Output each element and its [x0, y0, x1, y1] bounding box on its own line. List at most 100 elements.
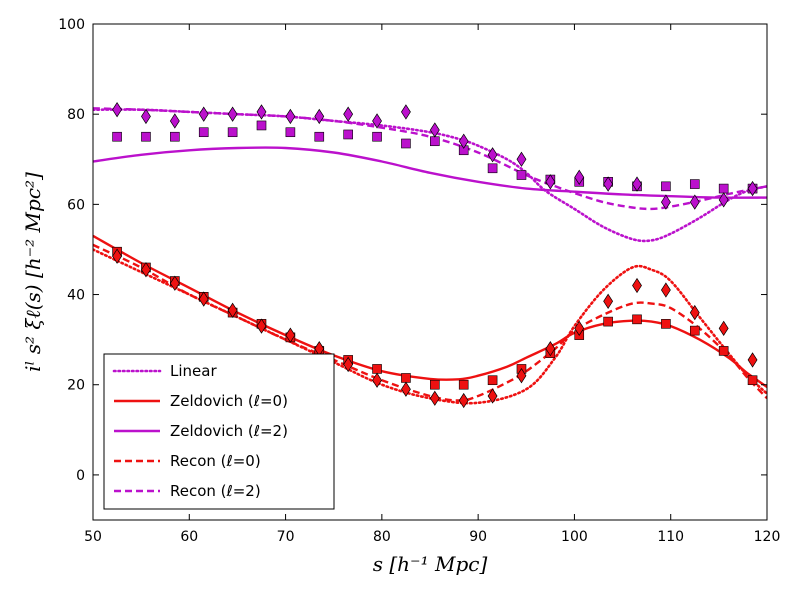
- recon-mocks-l0-point: [141, 262, 151, 278]
- legend: Linear Zeldovich (ℓ=0) Zeldovich (ℓ=2) Reco…: [103, 353, 335, 510]
- plot-frame: [92, 23, 768, 521]
- recon-mocks-l2-point: [458, 133, 469, 149]
- zeldovich-mocks-l2-point: [314, 131, 325, 142]
- recon-mocks-l2-point: [516, 151, 527, 167]
- zeldovich-mocks-l2-point: [689, 179, 700, 189]
- recon-mocks-l2-point: [256, 104, 267, 120]
- zeldovich-mocks-l0-point: [372, 364, 382, 374]
- recon-mocks-l0-point: [487, 388, 498, 404]
- zeldovich-mocks-l2-point: [141, 131, 151, 142]
- recon-mocks-l2-point: [401, 104, 411, 120]
- zeldovich-mocks-l0-point: [661, 319, 671, 329]
- recon-mocks-l2-point: [343, 106, 354, 122]
- recon-mocks-l0-point: [458, 392, 469, 409]
- zeldovich-mocks-l0-point: [458, 379, 469, 390]
- legend-label-zeldovich-l0: Zeldovich (ℓ=0): [170, 392, 288, 410]
- recon-mocks-l2-point: [689, 194, 700, 210]
- zeldovich-mocks-l2-point: [112, 131, 122, 142]
- recon-mocks-l2-point: [603, 176, 614, 192]
- recon-mocks-l2-point: [718, 192, 729, 208]
- recon-mocks-l0-point: [169, 275, 180, 291]
- x-tick-label: 120: [754, 529, 781, 545]
- recon-mocks-l2-point: [285, 108, 296, 125]
- recon-mocks-l0-point: [603, 293, 614, 309]
- recon-mocks-l0-point: [747, 352, 758, 368]
- recon-mocks-l2-point: [545, 174, 556, 190]
- recon-mocks-l0-point: [718, 320, 729, 337]
- x-tick-label: 70: [277, 529, 295, 545]
- recon-mocks-l2-point: [574, 169, 585, 185]
- zeldovich-mocks-l0-point: [747, 375, 758, 386]
- zeldovich-mocks-l2-point: [487, 163, 498, 174]
- recon-mocks-l2-point: [487, 147, 498, 163]
- zeldovich-mocks-l2-point: [430, 136, 440, 147]
- y-tick-label: 80: [67, 107, 85, 123]
- zeldovich-mocks-l2-point: [256, 120, 267, 131]
- legend-label-linear: Linear: [170, 362, 217, 380]
- zeldovich-mocks-l0-point: [689, 325, 700, 336]
- ticks-layer: 50 60 70 80 90 100 110 120 0 20 40 60 80 100: [58, 17, 780, 545]
- zeldovich-mocks-l2-point: [718, 183, 729, 194]
- x-axis-label: s [h⁻¹ Mpc]: [373, 552, 488, 576]
- recon-mocks-l2-point: [747, 180, 758, 197]
- recon-mocks-l0-point: [516, 368, 527, 384]
- series-zeldovich-l2: [93, 146, 767, 199]
- y-axis-label: iˡ s² ξℓ(s) [h⁻² Mpc²]: [21, 172, 45, 372]
- zeldovich-mocks-l2-point: [343, 129, 353, 140]
- recon-mocks-l2-point: [372, 113, 382, 129]
- legend-label-recon-l0: Recon (ℓ=0): [170, 452, 261, 470]
- recon-mocks-l0-point: [689, 304, 700, 321]
- recon-mocks-l2-point: [112, 102, 122, 118]
- recon-mocks-l0-point: [632, 277, 642, 294]
- recon-mocks-l0-point: [198, 291, 209, 307]
- recon-mocks-l2-point: [227, 106, 238, 122]
- x-tick-label: 90: [469, 529, 487, 545]
- zeldovich-mocks-l0-point: [632, 314, 642, 325]
- zeldovich-mocks-l2-point: [198, 127, 209, 138]
- recon-mocks-l0-point: [285, 327, 296, 343]
- recon-mocks-l2-point: [169, 113, 180, 129]
- zeldovich-mocks-l0-point: [401, 373, 411, 383]
- zeldovich-mocks-l0-point: [430, 379, 440, 390]
- recon-mocks-l0-point: [372, 372, 382, 388]
- recon-mocks-l0-point: [660, 282, 671, 298]
- zeldovich-mocks-l2-point: [516, 170, 527, 180]
- zeldovich-mocks-l0-point: [487, 375, 498, 386]
- recon-mocks-l2-point: [198, 106, 209, 122]
- y-tick-label: 100: [58, 17, 85, 33]
- y-tick-label: 60: [67, 197, 85, 213]
- y-tick-label: 0: [76, 468, 85, 484]
- zeldovich-mocks-l2-point: [401, 138, 411, 149]
- recon-mocks-l0-point: [343, 356, 354, 373]
- y-tick-label: 20: [67, 378, 85, 394]
- zeldovich-mocks-l2-point: [227, 127, 238, 138]
- zeldovich-mocks-l2-point: [170, 131, 180, 142]
- recon-mocks-l2-point: [632, 176, 642, 192]
- zeldovich-mocks-l2-point: [661, 181, 671, 192]
- recon-mocks-l0-point: [401, 381, 411, 397]
- recon-mocks-l0-point: [256, 318, 267, 334]
- legend-label-zeldovich-l2: Zeldovich (ℓ=2): [170, 422, 288, 440]
- x-tick-label: 110: [657, 529, 684, 545]
- recon-mocks-l0-point: [227, 302, 238, 318]
- x-tick-label: 60: [180, 529, 198, 545]
- recon-mocks-l0-point: [429, 390, 440, 406]
- recon-mocks-l2-point: [314, 108, 325, 125]
- zeldovich-mocks-l0-point: [718, 346, 729, 356]
- zeldovich-mocks-l2-point: [285, 127, 296, 138]
- recon-mocks-l0-point: [574, 320, 585, 337]
- x-tick-label: 50: [84, 529, 102, 545]
- markers-layer: [112, 102, 758, 409]
- x-tick-label: 80: [373, 529, 391, 545]
- zeldovich-mocks-l2-point: [372, 131, 382, 142]
- legend-label-recon-l2: Recon (ℓ=2): [170, 482, 261, 500]
- recon-mocks-l0-point: [545, 341, 556, 357]
- recon-mocks-l2-point: [429, 122, 440, 138]
- recon-mocks-l0-point: [112, 248, 122, 264]
- y-tick-label: 40: [67, 288, 85, 304]
- zeldovich-mocks-l0-point: [603, 316, 613, 327]
- recon-mocks-l2-point: [660, 194, 671, 210]
- x-tick-label: 100: [561, 529, 588, 545]
- recon-mocks-l2-point: [141, 108, 151, 125]
